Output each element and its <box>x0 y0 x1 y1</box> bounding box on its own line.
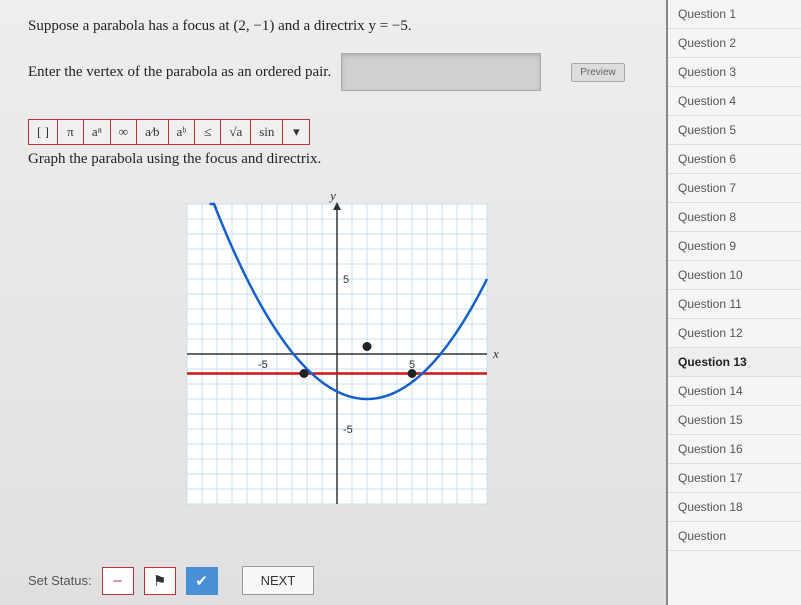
sidebar-item-q7[interactable]: Question 7 <box>668 174 801 203</box>
directrix-value: y = −5 <box>368 18 407 34</box>
tool-more[interactable]: ▾ <box>283 120 309 144</box>
text: and a directrix <box>274 18 368 34</box>
tool-power[interactable]: aⁿ <box>84 120 111 144</box>
svg-text:x: x <box>492 346 499 361</box>
sidebar-item-q3[interactable]: Question 3 <box>668 58 801 87</box>
text: . <box>408 18 412 34</box>
svg-text:5: 5 <box>343 274 349 286</box>
question-sidebar: Question 1Question 2Question 3Question 4… <box>666 0 801 605</box>
sidebar-item-q14[interactable]: Question 14 <box>668 377 801 406</box>
svg-text:-5: -5 <box>258 359 268 371</box>
tool-leq[interactable]: ≤ <box>195 120 221 144</box>
vertex-prompt: Enter the vertex of the parabola as an o… <box>28 64 331 81</box>
status-check-button[interactable]: ✔ <box>186 567 218 595</box>
sidebar-item-q17[interactable]: Question 17 <box>668 464 801 493</box>
sidebar-item-q11[interactable]: Question 11 <box>668 290 801 319</box>
tool-sqrt[interactable]: √a <box>221 120 251 144</box>
sidebar-item-q8[interactable]: Question 8 <box>668 203 801 232</box>
sidebar-item-q12[interactable]: Question 12 <box>668 319 801 348</box>
svg-text:-5: -5 <box>343 424 353 436</box>
main-content: Suppose a parabola has a focus at (2, −1… <box>0 0 666 605</box>
parabola-graph[interactable]: -555-5xy <box>169 186 505 522</box>
svg-text:y: y <box>328 188 336 203</box>
status-none-button[interactable]: – <box>102 567 134 595</box>
sidebar-item-q2[interactable]: Question 2 <box>668 29 801 58</box>
sidebar-item-q4[interactable]: Question 4 <box>668 87 801 116</box>
footer-bar: Set Status: – ⚑ ✔ NEXT <box>28 566 314 595</box>
tool-pi[interactable]: π <box>58 120 84 144</box>
graph-instruction: Graph the parabola using the focus and d… <box>28 151 646 168</box>
tool-fraction[interactable]: a⁄b <box>137 120 168 144</box>
sidebar-item-q10[interactable]: Question 10 <box>668 261 801 290</box>
tool-sin[interactable]: sin <box>251 120 283 144</box>
sidebar-item-q19[interactable]: Question <box>668 522 801 551</box>
sidebar-item-q16[interactable]: Question 16 <box>668 435 801 464</box>
vertex-prompt-row: Enter the vertex of the parabola as an o… <box>28 53 646 91</box>
vertex-input[interactable] <box>341 53 541 91</box>
focus-value: (2, −1) <box>233 18 274 34</box>
math-toolbar: [ ] π aⁿ ∞ a⁄b aᵇ ≤ √a sin ▾ <box>28 119 310 145</box>
sidebar-item-q18[interactable]: Question 18 <box>668 493 801 522</box>
text: Suppose a parabola has a focus at <box>28 18 233 34</box>
status-flag-button[interactable]: ⚑ <box>144 567 176 595</box>
tool-brackets[interactable]: [ ] <box>29 120 58 144</box>
sidebar-item-q15[interactable]: Question 15 <box>668 406 801 435</box>
tool-exponent[interactable]: aᵇ <box>169 120 196 144</box>
sidebar-item-q13[interactable]: Question 13 <box>668 348 801 377</box>
sidebar-item-q6[interactable]: Question 6 <box>668 145 801 174</box>
problem-statement: Suppose a parabola has a focus at (2, −1… <box>28 18 646 35</box>
tool-infinity[interactable]: ∞ <box>111 120 137 144</box>
sidebar-item-q9[interactable]: Question 9 <box>668 232 801 261</box>
set-status-label: Set Status: <box>28 573 92 588</box>
sidebar-item-q5[interactable]: Question 5 <box>668 116 801 145</box>
graph-container: -555-5xy <box>28 186 646 522</box>
preview-button[interactable]: Preview <box>571 63 625 82</box>
sidebar-item-q1[interactable]: Question 1 <box>668 0 801 29</box>
next-button[interactable]: NEXT <box>242 566 315 595</box>
